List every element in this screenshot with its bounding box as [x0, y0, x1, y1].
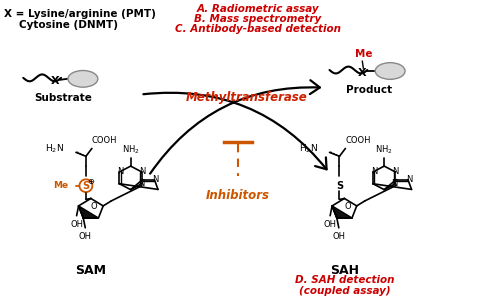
Text: H$_2$N: H$_2$N [45, 142, 64, 155]
Text: OH: OH [79, 232, 92, 241]
FancyArrowPatch shape [143, 93, 327, 169]
Polygon shape [332, 206, 352, 218]
Ellipse shape [68, 71, 98, 87]
Text: Product: Product [346, 85, 392, 95]
Text: Methyltransferase: Methyltransferase [185, 91, 307, 104]
FancyArrowPatch shape [150, 80, 320, 174]
Text: N: N [406, 175, 412, 184]
Text: OH: OH [70, 220, 83, 229]
Text: ⊕: ⊕ [87, 177, 94, 186]
Text: A. Radiometric assay: A. Radiometric assay [197, 4, 319, 14]
Text: X: X [358, 68, 366, 78]
Text: S: S [336, 181, 343, 191]
Text: OH: OH [324, 220, 337, 229]
Text: N: N [391, 179, 398, 188]
Text: Me: Me [53, 181, 68, 190]
Text: X: X [51, 76, 59, 86]
Text: Me: Me [355, 49, 372, 59]
Text: N: N [152, 175, 158, 184]
Text: COOH: COOH [92, 135, 117, 144]
Text: D. SAH detection: D. SAH detection [295, 275, 394, 285]
Text: N: N [392, 167, 399, 176]
Text: OH: OH [332, 232, 346, 241]
Text: S: S [82, 181, 89, 191]
Ellipse shape [375, 63, 405, 79]
Text: SAM: SAM [75, 264, 106, 277]
Text: B. Mass spectrometry: B. Mass spectrometry [194, 14, 322, 24]
Text: H$_2$N: H$_2$N [298, 142, 317, 155]
Circle shape [79, 179, 92, 192]
Polygon shape [79, 206, 99, 218]
Text: SAH: SAH [330, 264, 359, 277]
Text: Cytosine (DNMT): Cytosine (DNMT) [19, 20, 118, 30]
Text: O: O [90, 202, 97, 211]
Text: Substrate: Substrate [34, 93, 92, 103]
Text: N: N [371, 167, 377, 176]
Text: X = Lysine/arginine (PMT): X = Lysine/arginine (PMT) [4, 9, 156, 19]
Text: COOH: COOH [346, 135, 371, 144]
Text: Inhibitors: Inhibitors [206, 189, 270, 202]
Text: N: N [117, 167, 123, 176]
Text: NH$_2$: NH$_2$ [122, 144, 139, 156]
Text: O: O [344, 202, 351, 211]
Text: N: N [139, 167, 145, 176]
Text: NH$_2$: NH$_2$ [375, 144, 393, 156]
Text: C. Antibody-based detection: C. Antibody-based detection [175, 24, 341, 34]
Text: (coupled assay): (coupled assay) [298, 286, 390, 296]
Text: N: N [138, 179, 144, 188]
